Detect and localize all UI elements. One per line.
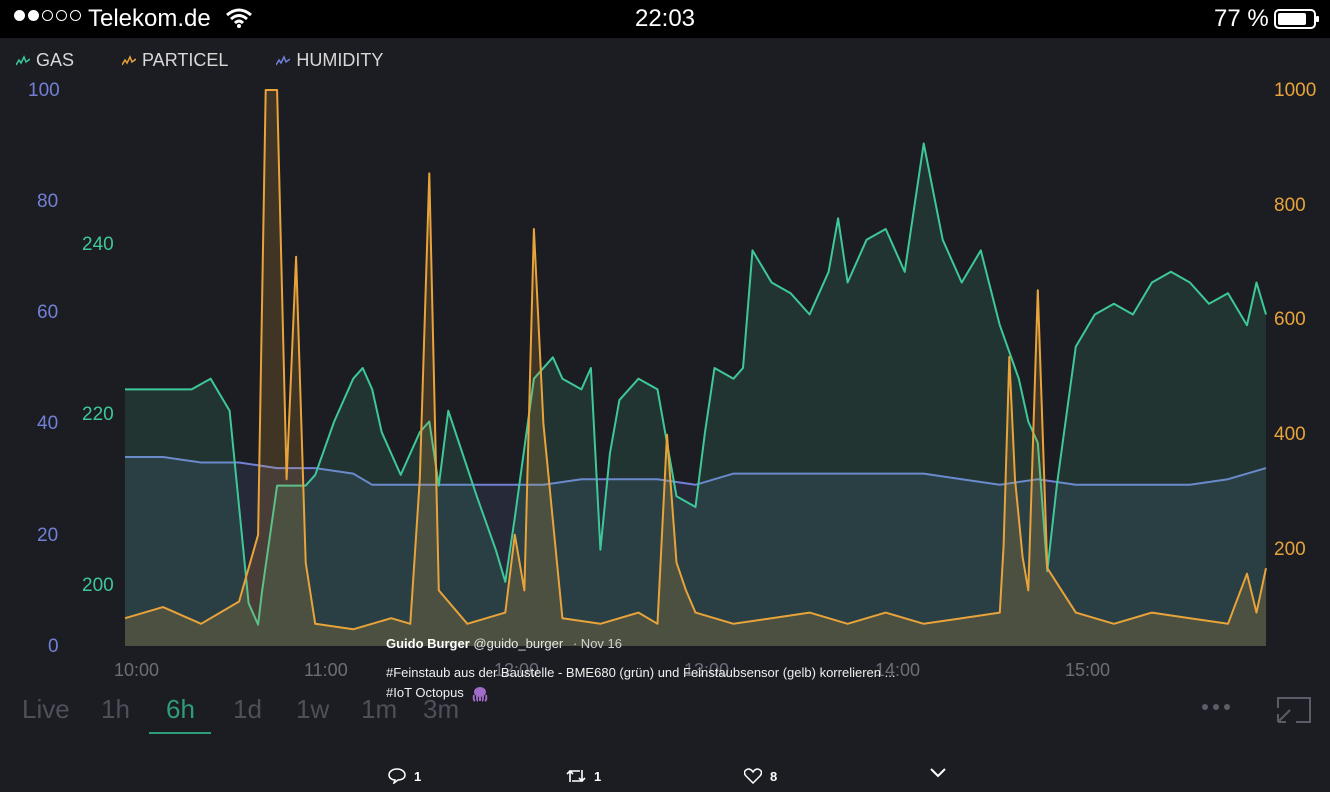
gas-tick: 240 bbox=[82, 234, 114, 255]
like-count: 8 bbox=[770, 769, 778, 784]
x-tick: 13:00 bbox=[684, 660, 730, 680]
legend-particel-label: PARTICEL bbox=[142, 50, 229, 70]
humidity-tick: 0 bbox=[48, 636, 59, 657]
sensor-chart[interactable] bbox=[0, 78, 1330, 678]
humidity-tick: 20 bbox=[37, 525, 59, 546]
tweet-overlay[interactable]: Guido Burger @guido_burger · Nov 16 #Fei… bbox=[386, 636, 946, 703]
legend-humidity-label: HUMIDITY bbox=[296, 50, 384, 70]
humidity-series-line[interactable] bbox=[125, 456, 1267, 486]
particel-series-icon bbox=[122, 54, 137, 65]
tweet-actions: 1 1 8 bbox=[0, 748, 1330, 792]
gas-series-line[interactable] bbox=[125, 142, 1267, 626]
gas-series-icon bbox=[16, 54, 30, 65]
wifi-icon bbox=[226, 8, 252, 28]
chart-legend: GAS PARTICEL HUMIDITY bbox=[16, 50, 431, 71]
tweet-tags[interactable]: #IoT Octopus bbox=[386, 685, 464, 700]
gas-tick: 200 bbox=[82, 575, 114, 596]
humidity-series-area bbox=[125, 457, 1266, 646]
legend-gas-label: GAS bbox=[36, 50, 75, 70]
tweet-text: #Feinstaub aus der Baustelle - BME680 (g… bbox=[386, 665, 896, 680]
battery-percentage: 77 % bbox=[1214, 5, 1269, 32]
humidity-tick: 40 bbox=[37, 413, 59, 434]
fullscreen-icon[interactable] bbox=[1276, 696, 1312, 724]
x-tick: 11:00 bbox=[304, 660, 348, 680]
like-button[interactable]: 8 bbox=[744, 768, 777, 784]
reply-button[interactable]: 1 bbox=[388, 768, 421, 784]
battery-icon bbox=[1274, 9, 1319, 29]
range-1h-button[interactable]: 1h bbox=[101, 694, 130, 724]
carrier-label: Telekom.de bbox=[88, 5, 211, 32]
humidity-tick: 100 bbox=[28, 80, 60, 101]
humidity-series-icon bbox=[276, 54, 291, 65]
selected-range-indicator bbox=[149, 732, 211, 734]
reply-count: 1 bbox=[414, 769, 422, 784]
tweet-author-name[interactable]: Guido Burger bbox=[386, 636, 470, 651]
humidity-tick: 60 bbox=[37, 302, 59, 323]
octopus-emoji-icon bbox=[473, 686, 488, 702]
x-tick: 10:00 bbox=[114, 660, 160, 680]
legend-gas[interactable]: GAS bbox=[16, 50, 74, 71]
more-menu-button[interactable] bbox=[930, 768, 954, 778]
tweet-author-handle[interactable]: @guido_burger bbox=[473, 636, 564, 651]
particel-series-area bbox=[125, 90, 1266, 646]
chart-panel: GAS PARTICEL HUMIDITY 100 80 60 40 20 0 … bbox=[0, 38, 1330, 748]
range-6h-button[interactable]: 6h bbox=[166, 694, 195, 724]
heart-icon bbox=[744, 768, 762, 784]
range-3m-button[interactable]: 3m bbox=[423, 694, 460, 724]
gas-series-area bbox=[125, 143, 1266, 646]
legend-particel[interactable]: PARTICEL bbox=[122, 50, 228, 71]
range-1d-button[interactable]: 1d bbox=[233, 694, 262, 724]
time-range-selector: Live 1h 6h 1d 1w 1m 3m bbox=[0, 694, 1330, 738]
range-live-button[interactable]: Live bbox=[22, 694, 70, 724]
particel-tick: 1000 bbox=[1274, 80, 1317, 101]
humidity-tick: 80 bbox=[37, 191, 59, 212]
range-1w-button[interactable]: 1w bbox=[296, 694, 330, 724]
tweet-date: · Nov 16 bbox=[572, 636, 622, 651]
signal-strength-icon bbox=[14, 10, 81, 21]
x-tick: 15:00 bbox=[1065, 660, 1111, 680]
reply-icon bbox=[388, 768, 406, 784]
particel-tick: 600 bbox=[1274, 309, 1306, 330]
particel-tick: 200 bbox=[1274, 539, 1306, 560]
retweet-button[interactable]: 1 bbox=[566, 768, 601, 784]
clock: 22:03 bbox=[634, 5, 696, 32]
particel-tick: 400 bbox=[1274, 424, 1306, 445]
legend-humidity[interactable]: HUMIDITY bbox=[276, 50, 383, 71]
particel-series-line[interactable] bbox=[124, 89, 1267, 631]
range-1m-button[interactable]: 1m bbox=[361, 694, 398, 724]
x-tick: 12:00 bbox=[494, 660, 540, 680]
more-options-icon[interactable] bbox=[1202, 704, 1230, 710]
retweet-icon bbox=[566, 769, 586, 783]
x-tick: 14:00 bbox=[875, 660, 921, 680]
chevron-down-icon bbox=[930, 768, 946, 778]
retweet-count: 1 bbox=[594, 769, 602, 784]
gas-tick: 220 bbox=[82, 404, 114, 425]
status-bar: Telekom.de 22:03 77 % bbox=[0, 0, 1330, 38]
particel-tick: 800 bbox=[1274, 195, 1306, 216]
